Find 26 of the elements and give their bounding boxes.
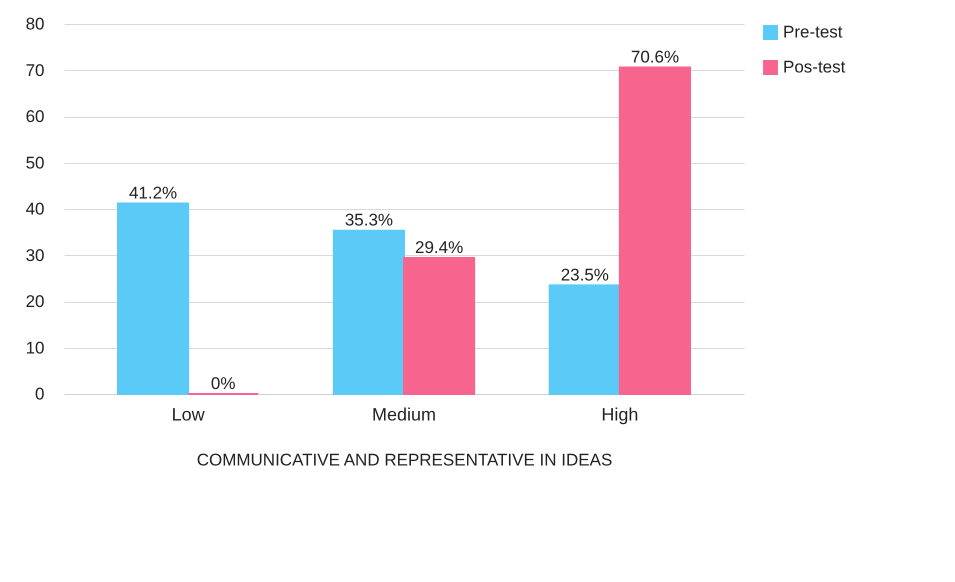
data-label: 41.2% <box>128 183 178 202</box>
x-axis-title: COMMUNICATIVE AND REPRESENTATIVE IN IDEAS <box>196 450 612 470</box>
bar <box>403 257 476 395</box>
y-tick-label: 80 <box>26 14 44 34</box>
y-tick-label: 30 <box>26 246 44 265</box>
legend-label: Pre-test <box>783 22 843 42</box>
y-tick-label: 70 <box>26 60 44 80</box>
bar <box>116 202 190 395</box>
y-tick-label: 40 <box>26 200 44 218</box>
x-tick-label: High <box>601 404 638 424</box>
y-tick-label: 10 <box>26 338 44 358</box>
x-tick-label: Medium <box>372 404 436 424</box>
y-tick-label: 50 <box>26 153 44 172</box>
data-label: 29.4% <box>414 238 464 258</box>
y-tick-label: 0 <box>35 384 44 404</box>
bar <box>332 230 405 395</box>
bar <box>618 66 692 395</box>
data-label: 70.6% <box>630 47 680 66</box>
bar <box>548 284 621 395</box>
data-label: 0% <box>210 374 236 393</box>
y-tick-label: 60 <box>26 107 44 126</box>
data-label: 23.5% <box>560 265 609 284</box>
legend-label: Pos-test <box>783 58 846 76</box>
data-label: 35.3% <box>344 210 394 230</box>
y-tick-label: 20 <box>26 292 44 311</box>
x-tick-label: Low <box>172 404 206 424</box>
